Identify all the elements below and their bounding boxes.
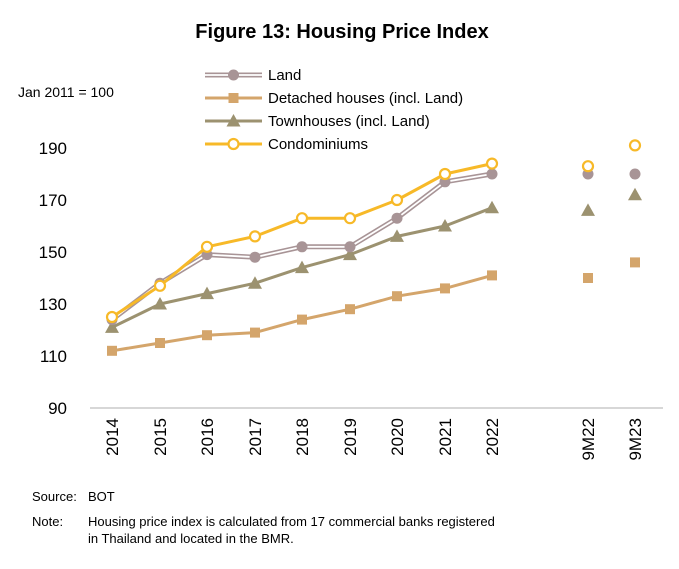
data-point-condominiums bbox=[581, 160, 595, 173]
data-point-condominiums bbox=[628, 139, 642, 152]
data-point-townhouses-incl-land bbox=[438, 219, 452, 232]
data-point-townhouses-incl-land bbox=[200, 286, 214, 300]
legend-marker-detached-houses-incl-land bbox=[228, 93, 239, 103]
legend-item-condominiums: Condominiums bbox=[205, 136, 368, 153]
data-point-detached-houses-incl-land bbox=[487, 270, 497, 281]
x-tick-label: 2019 bbox=[341, 418, 360, 456]
data-point-townhouses-incl-land bbox=[343, 247, 357, 261]
housing-price-chart: Figure 13: Housing Price Index Jan 2011 … bbox=[18, 21, 663, 461]
data-point-condominiums bbox=[105, 310, 119, 324]
data-point-condominiums bbox=[438, 167, 452, 181]
data-point-townhouses-incl-land bbox=[628, 187, 642, 201]
data-point-land bbox=[344, 241, 356, 253]
y-tick-label: 110 bbox=[40, 347, 67, 366]
note-label: Note: bbox=[32, 514, 64, 529]
x-tick-label: 2021 bbox=[436, 418, 455, 456]
data-point-condominiums bbox=[390, 193, 404, 207]
legend-item-townhouses-incl-land: Townhouses (incl. Land) bbox=[205, 113, 430, 130]
data-point-condominiums bbox=[343, 212, 357, 225]
data-point-detached-houses-incl-land bbox=[392, 291, 402, 302]
legend-label-condominiums: Condominiums bbox=[268, 136, 368, 153]
data-point-detached-houses-incl-land bbox=[107, 345, 117, 356]
x-tick-label: 2017 bbox=[246, 418, 265, 456]
data-point-detached-houses-incl-land bbox=[297, 314, 307, 325]
data-point-townhouses-incl-land bbox=[485, 200, 499, 214]
data-point-land bbox=[391, 212, 403, 224]
legend-label-detached-houses-incl-land: Detached houses (incl. Land) bbox=[268, 90, 463, 107]
data-point-detached-houses-incl-land bbox=[345, 304, 355, 315]
data-point-townhouses-incl-land bbox=[105, 320, 119, 333]
note-line-1: Housing price index is calculated from 1… bbox=[88, 514, 495, 529]
data-point-townhouses-incl-land bbox=[153, 297, 167, 310]
data-point-detached-houses-incl-land bbox=[250, 327, 260, 338]
data-point-condominiums bbox=[248, 230, 262, 243]
series-layer bbox=[105, 139, 642, 356]
y-tick-label: 130 bbox=[39, 295, 67, 314]
data-point-townhouses-incl-land bbox=[248, 276, 262, 289]
source-label: Source: bbox=[32, 489, 77, 504]
y-tick-label: 90 bbox=[48, 399, 67, 418]
x-tick-label: 9M22 bbox=[579, 418, 598, 461]
data-point-condominiums bbox=[295, 212, 309, 225]
data-point-townhouses-incl-land bbox=[295, 260, 309, 274]
data-point-detached-houses-incl-land bbox=[583, 273, 593, 283]
data-point-detached-houses-incl-land bbox=[630, 257, 640, 268]
x-tick-label: 2015 bbox=[151, 418, 170, 456]
y-axis-unit: Jan 2011 = 100 bbox=[18, 84, 114, 100]
legend-marker-condominiums bbox=[227, 137, 240, 151]
y-axis: 90 110 130 150 170 190 bbox=[39, 139, 67, 418]
chart-title: Figure 13: Housing Price Index bbox=[195, 21, 488, 43]
series-line-detached-houses-incl-land bbox=[111, 273, 493, 353]
y-tick-label: 190 bbox=[39, 139, 67, 158]
note-line-2: in Thailand and located in the BMR. bbox=[88, 531, 294, 546]
x-tick-label: 2018 bbox=[293, 418, 312, 456]
y-tick-label: 170 bbox=[39, 191, 67, 210]
data-point-townhouses-incl-land bbox=[581, 203, 595, 216]
data-point-detached-houses-incl-land bbox=[202, 330, 212, 341]
note-row: Note: Housing price index is calculated … bbox=[0, 513, 679, 531]
x-tick-label: 2014 bbox=[103, 418, 122, 456]
x-tick-label: 2016 bbox=[198, 418, 217, 456]
legend-item-detached-houses-incl-land: Detached houses (incl. Land) bbox=[205, 90, 463, 107]
data-point-condominiums bbox=[200, 240, 214, 253]
source-text: BOT bbox=[88, 489, 115, 504]
note-row-2: in Thailand and located in the BMR. bbox=[0, 530, 679, 548]
series-condominiums bbox=[105, 139, 642, 324]
data-point-land bbox=[486, 168, 498, 180]
legend-marker-land bbox=[228, 69, 239, 81]
data-point-detached-houses-incl-land bbox=[155, 338, 165, 348]
series-detached-houses-incl-land bbox=[107, 257, 640, 356]
x-tick-label: 9M23 bbox=[626, 418, 645, 461]
series-townhouses-incl-land bbox=[105, 187, 642, 333]
y-tick-label: 150 bbox=[39, 243, 67, 262]
data-point-land bbox=[249, 251, 261, 263]
legend: Land Detached houses (incl. Land) Townhous… bbox=[205, 67, 463, 153]
legend-label-townhouses-incl-land: Townhouses (incl. Land) bbox=[268, 113, 430, 130]
data-point-detached-houses-incl-land bbox=[440, 283, 450, 294]
x-tick-label: 2020 bbox=[388, 418, 407, 456]
x-tick-label: 2022 bbox=[483, 418, 502, 456]
legend-item-land: Land bbox=[205, 67, 301, 84]
data-point-townhouses-incl-land bbox=[390, 229, 404, 242]
data-point-land bbox=[629, 168, 641, 180]
data-point-land bbox=[296, 241, 308, 253]
legend-label-land: Land bbox=[268, 67, 301, 84]
data-point-condominiums bbox=[485, 157, 499, 170]
data-point-condominiums bbox=[153, 279, 167, 292]
legend-marker-townhouses-incl-land bbox=[226, 114, 241, 127]
x-axis: 2014 2015 2016 2017 2018 2019 2020 2021 2022 9M22… bbox=[103, 418, 645, 461]
source-row: Source: BOT bbox=[0, 488, 679, 506]
